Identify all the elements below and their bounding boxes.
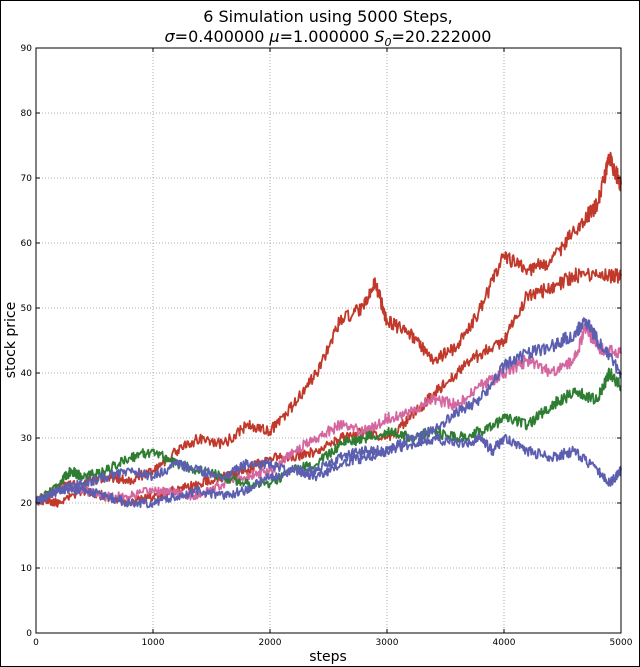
plot-area-border xyxy=(35,47,622,634)
series-line xyxy=(35,432,622,505)
mu-value: =1.000000 xyxy=(280,27,370,46)
y-tick-label: 50 xyxy=(21,304,33,314)
x-tick-label: 3000 xyxy=(376,638,399,648)
x-tick-label: 2000 xyxy=(259,638,282,648)
sigma-value: =0.400000 xyxy=(175,27,265,46)
y-tick-label: 0 xyxy=(26,629,32,639)
series-group xyxy=(35,151,622,509)
x-tick-label: 4000 xyxy=(493,638,516,648)
tick-group: 0 1000 2000 3000 4000 5000 0 10 20 30 40 50 60 70 80 90 xyxy=(21,44,633,648)
y-tick-label: 90 xyxy=(21,44,33,54)
grid xyxy=(35,47,622,634)
x-tick-label: 1000 xyxy=(142,638,165,648)
s-subscript: 0 xyxy=(385,36,392,49)
x-axis-label: steps xyxy=(309,649,347,665)
chart-subtitle: σ=0.400000 μ=1.000000 S0=20.222000 xyxy=(165,27,492,49)
x-tick-label: 0 xyxy=(33,638,39,648)
y-tick-label: 80 xyxy=(21,109,33,119)
s-value: =20.222000 xyxy=(392,27,492,46)
y-tick-label: 60 xyxy=(21,239,33,249)
y-tick-label: 20 xyxy=(21,499,33,509)
y-axis-label: stock price xyxy=(3,302,19,378)
mu-symbol: μ xyxy=(268,27,279,46)
x-tick-label: 5000 xyxy=(610,638,633,648)
y-tick-label: 10 xyxy=(21,564,33,574)
series-line xyxy=(35,320,622,505)
series-line xyxy=(35,317,622,509)
y-tick-label: 40 xyxy=(21,369,33,379)
series-line xyxy=(35,151,622,506)
y-tick-label: 70 xyxy=(21,174,33,184)
y-tick-label: 30 xyxy=(21,434,33,444)
s-symbol: S xyxy=(374,27,384,46)
series-line xyxy=(35,367,622,503)
sigma-symbol: σ xyxy=(165,27,176,46)
chart-title: 6 Simulation using 5000 Steps, xyxy=(203,7,453,26)
